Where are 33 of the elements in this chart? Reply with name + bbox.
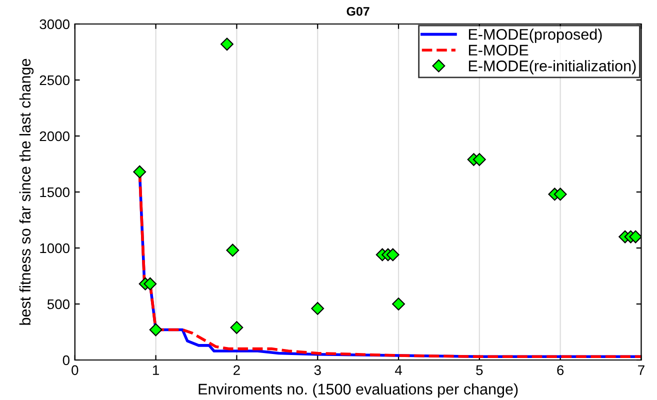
point xyxy=(149,323,162,336)
x-tick-label: 6 xyxy=(557,365,564,376)
point xyxy=(226,244,240,257)
y-axis-title: best fitness so far since the last change xyxy=(19,58,34,325)
x-tick-label: 7 xyxy=(638,365,644,375)
y-tick-label: 2500 xyxy=(40,75,70,86)
point xyxy=(386,248,400,262)
x-axis-title: Enviroments no. (1500 evaluations per change) xyxy=(198,383,518,398)
point xyxy=(629,230,642,244)
point xyxy=(144,277,157,290)
y-tick-label: 3000 xyxy=(40,19,70,30)
point xyxy=(230,321,244,334)
point xyxy=(311,302,324,315)
legend-label: E-MODE xyxy=(468,44,528,56)
x-tick-label: 4 xyxy=(394,365,402,375)
y-tick-label: 2000 xyxy=(40,131,70,142)
point xyxy=(472,153,486,166)
legend-label: E-MODE(proposed) xyxy=(468,28,602,43)
y-tick-label: 500 xyxy=(47,299,70,310)
y-tick-label: 0 xyxy=(62,355,70,366)
x-tick-label: 0 xyxy=(72,365,78,376)
x-tick-label: 5 xyxy=(476,365,483,376)
point xyxy=(554,188,567,201)
y-tick-label: 1000 xyxy=(40,243,70,254)
point xyxy=(220,38,234,51)
point xyxy=(392,298,405,310)
x-tick-label: 3 xyxy=(314,365,321,376)
y-tick-label: 1500 xyxy=(40,187,70,198)
x-tick-label: 2 xyxy=(234,365,240,375)
chart-title: G07 xyxy=(346,6,370,16)
point xyxy=(133,165,146,178)
x-tick-label: 1 xyxy=(153,365,159,375)
legend-label: E-MODE(re-initialization) xyxy=(468,60,636,74)
